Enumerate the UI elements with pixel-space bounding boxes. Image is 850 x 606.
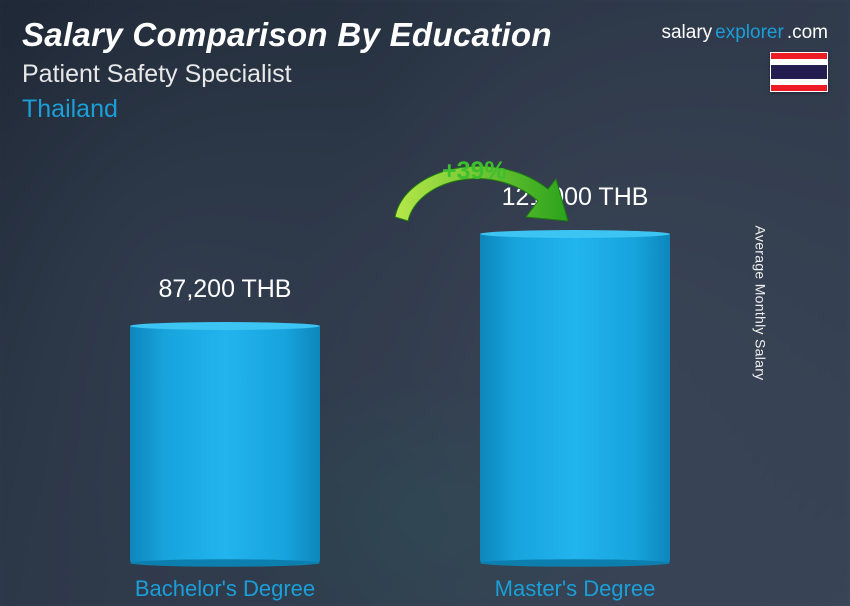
bar-masters: 121,000 THB Master's Degree: [480, 234, 670, 564]
title-block: Salary Comparison By Education Patient S…: [22, 16, 552, 124]
bar-fill-2: [480, 234, 670, 564]
bar-top-1: [130, 322, 320, 330]
x-label-2: Master's Degree: [445, 576, 705, 602]
country-label: Thailand: [22, 95, 552, 124]
chart-area: +39% 87,200 THB Bachelor's Degree 121,00…: [60, 134, 770, 564]
sub-title: Patient Safety Specialist: [22, 60, 552, 89]
brand-part-1: salary: [661, 22, 712, 44]
bar-value-1: 87,200 THB: [115, 275, 335, 304]
x-label-1: Bachelor's Degree: [95, 576, 355, 602]
bar-bachelors: 87,200 THB Bachelor's Degree: [130, 326, 320, 564]
content-root: Salary Comparison By Education Patient S…: [0, 0, 850, 606]
increase-percent: +39%: [442, 157, 507, 186]
main-title: Salary Comparison By Education: [22, 16, 552, 54]
header: Salary Comparison By Education Patient S…: [22, 16, 828, 124]
bar-fill-1: [130, 326, 320, 564]
brand-part-3: .com: [787, 22, 828, 44]
thailand-flag-icon: [770, 52, 828, 92]
brand-logo: salaryexplorer.com: [661, 22, 828, 44]
brand-part-2: explorer: [715, 22, 784, 44]
bar-bottom-1: [130, 559, 320, 566]
bar-body-1: [130, 326, 320, 564]
bar-body-2: [480, 234, 670, 564]
bar-bottom-2: [480, 559, 670, 566]
increase-arrow: +39%: [350, 139, 610, 259]
